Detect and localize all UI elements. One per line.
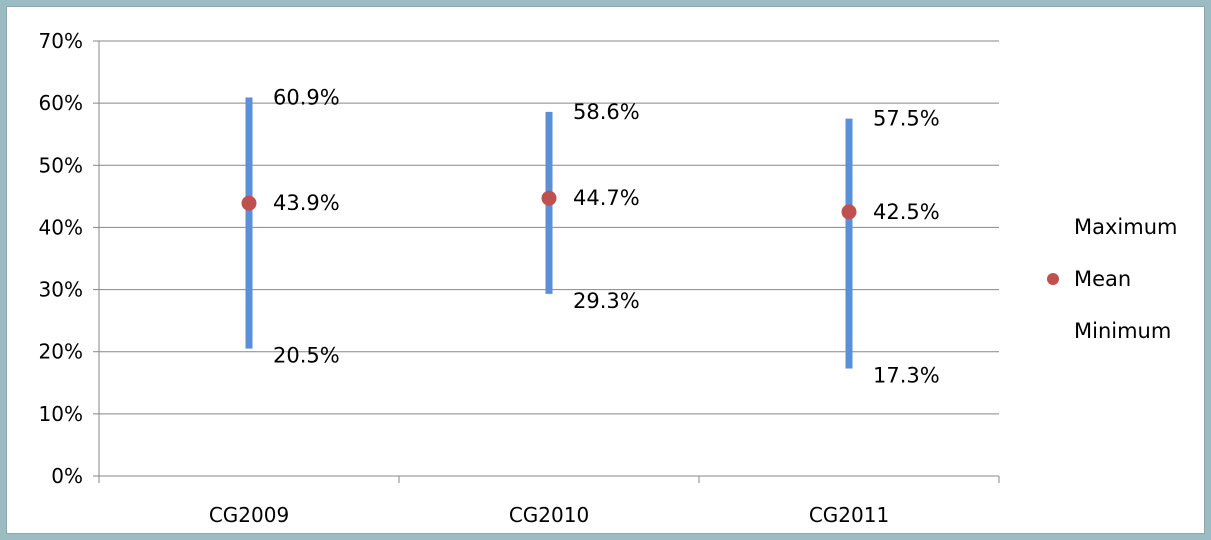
- legend-mean-marker: [1047, 273, 1059, 285]
- y-tick-label: 10%: [39, 402, 83, 426]
- max-data-label: 57.5%: [873, 107, 940, 131]
- mean-data-label: 42.5%: [873, 200, 940, 224]
- y-tick-label: 0%: [51, 464, 83, 488]
- max-data-label: 60.9%: [273, 86, 340, 110]
- mean-marker: [241, 195, 257, 211]
- legend-mean-label: Mean: [1074, 267, 1131, 291]
- x-axis: CG2009 CG2010 CG2011: [98, 475, 1000, 527]
- y-tick-label: 70%: [39, 29, 83, 53]
- legend: Maximum Mean Minimum: [1047, 215, 1177, 343]
- chart: 0%10%20%30%40%50%60%70% CG2009 CG2010 CG20…: [39, 29, 1178, 527]
- max-data-label: 58.6%: [573, 100, 640, 124]
- x-tick-label: CG2010: [509, 503, 589, 527]
- legend-maximum-label: Maximum: [1074, 215, 1177, 239]
- mean-data-label: 44.7%: [573, 186, 640, 210]
- mean-data-label: 43.9%: [273, 191, 340, 215]
- mean-marker: [841, 204, 857, 220]
- y-tick-label: 20%: [39, 340, 83, 364]
- data-labels: 60.9% 43.9% 20.5% 58.6% 44.7% 29.3% 57.5% 42.5%…: [273, 86, 940, 388]
- min-data-label: 17.3%: [873, 363, 940, 387]
- y-tick-label: 50%: [39, 153, 83, 177]
- min-data-label: 29.3%: [573, 289, 640, 313]
- y-axis: 0% 10% 20% 30% 40% 50% 60% 70%: [39, 29, 100, 488]
- y-tick-label: 40%: [39, 215, 83, 239]
- y-tick-label: 60%: [39, 91, 83, 115]
- legend-minimum-label: Minimum: [1074, 319, 1171, 343]
- min-data-label: 20.5%: [273, 344, 340, 368]
- x-tick-label: CG2009: [209, 503, 289, 527]
- y-tick-label: 30%: [39, 278, 83, 302]
- chart-frame: 0% 10% 20% 30% 40% 50% 60% 70% CG2009 CG2010 CG20…: [6, 6, 1205, 534]
- range-bars: [245, 97, 853, 369]
- mean-marker: [541, 190, 557, 206]
- mean-markers: [241, 190, 857, 220]
- x-tick-label: CG2011: [809, 503, 889, 527]
